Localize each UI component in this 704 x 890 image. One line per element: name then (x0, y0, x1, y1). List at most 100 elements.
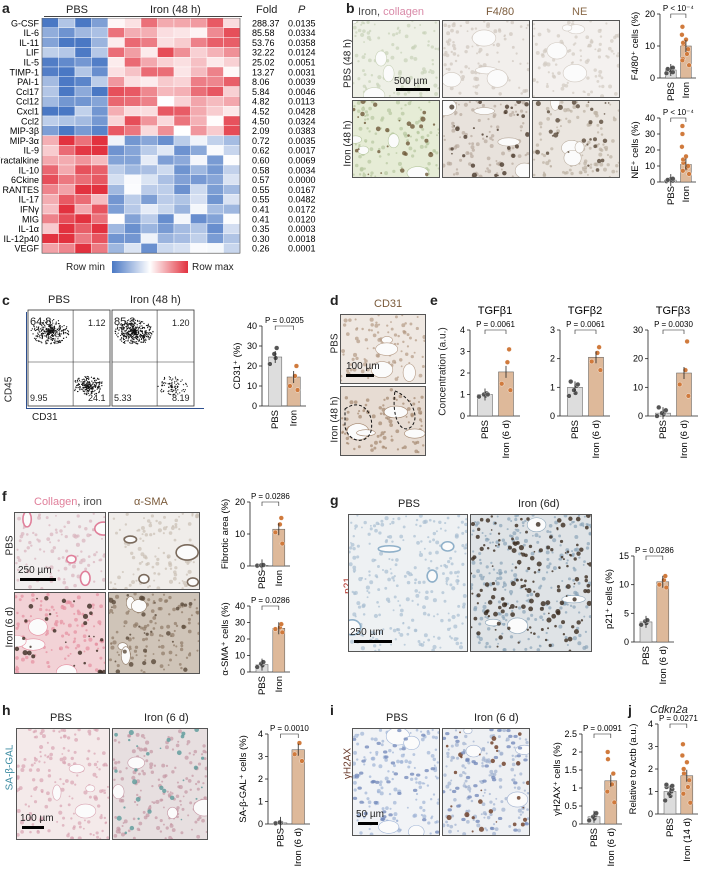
significance-bracket (670, 13, 687, 18)
data-point (679, 752, 685, 759)
heatmap-row-label: IFNγ (20, 205, 39, 215)
i-scalebar (358, 822, 378, 825)
data-point (294, 387, 301, 393)
data-point (571, 387, 577, 393)
d-micro-iron (340, 386, 426, 456)
h-micro-pbs (16, 728, 110, 840)
y-tick-label: 1 (648, 787, 653, 797)
c-pbs-q2: 1.12 (88, 318, 106, 328)
x-tick-label: Iron (6 d) (591, 420, 602, 459)
data-point (287, 383, 293, 389)
heatmap-p-value: 0.0358 (288, 38, 316, 48)
d-scalebar (346, 374, 374, 377)
data-point (279, 540, 285, 547)
p-value-label: P < 10⁻⁴ (663, 4, 694, 13)
y-tick-label: 4 (460, 325, 465, 335)
p-value-label: P = 0.0010 (270, 724, 309, 733)
b-col-collagen: collagen (383, 6, 425, 18)
data-point (686, 62, 692, 68)
b-micro-iron-f480 (442, 100, 530, 178)
x-tick-label: PBS (276, 828, 287, 847)
data-point (299, 758, 305, 764)
y-tick-label: 30 (247, 341, 257, 351)
c-title-iron: Iron (48 h) (130, 294, 181, 306)
c-pbs-q3: 9.95 (30, 393, 48, 403)
data-point (506, 346, 512, 352)
chart-title: TGFβ1 (478, 305, 512, 317)
data-point (679, 131, 686, 137)
y-tick-label: 2.5 (564, 729, 577, 739)
bar-Iron (6 d) (656, 581, 670, 643)
data-point (609, 781, 615, 788)
chart-h: 0 1 2 3 4 PBS Iron (6 d) P = 0.0010 SA-β-GAL⁺ ce… (238, 724, 310, 867)
p-value-label: P = 0.0091 (583, 724, 622, 733)
heatmap-group-iron: Iron (48 h) (150, 4, 201, 16)
significance-bracket (670, 117, 687, 122)
panel-letter-a: a (2, 0, 10, 16)
heatmap-p-value: 0.0172 (288, 205, 316, 215)
y-tick-label: 0 (650, 177, 655, 187)
d-micro-pbs (340, 314, 426, 384)
g-col-pbs: PBS (398, 498, 421, 510)
y-tick-label: 2 (648, 764, 653, 774)
x-tick-label: Iron (6 d) (679, 420, 690, 459)
heatmap-row-label: MIG (22, 214, 39, 224)
heatmap-row-label: IL-5 (23, 58, 39, 68)
heatmap-row-label: IL-6 (23, 28, 39, 38)
y-tick-label: 20 (235, 497, 245, 507)
heatmap-fold-value: 13.27 (252, 67, 275, 77)
y-tick-label: 1 (258, 797, 263, 807)
heatmap-p-value: 0.0324 (288, 116, 316, 126)
y-tick-label: 0 (638, 411, 643, 421)
bar-Iron (6 d) (498, 371, 514, 417)
heatmap-p-value: 0.0000 (288, 175, 316, 185)
chart-j: 0 1 2 3 4 PBS Iron (14 d) P = 0.0271 Relative to… (628, 714, 698, 862)
heatmap-p-value: 0.0003 (288, 224, 316, 234)
heatmap-row-label: IL-12p40 (3, 234, 39, 244)
heatmap-frame (41, 18, 241, 254)
p-value-label: P = 0.0286 (635, 546, 674, 555)
data-point (596, 344, 602, 350)
heatmap-fold-value: 32.22 (252, 48, 275, 58)
y-tick-label: 40 (645, 113, 655, 123)
f-micro-iron-sma (108, 592, 200, 674)
x-tick-label: PBS (666, 82, 677, 101)
panel-letter-c: c (2, 292, 10, 308)
data-point (293, 363, 300, 369)
chart-g: 0 5 10 15 PBS Iron (6 d) P = 0.0286 p21⁺ cells … (604, 546, 674, 685)
heatmap-fold-value: 85.58 (252, 28, 275, 38)
data-point (485, 391, 491, 398)
heatmap-row-label: RANTES (2, 185, 39, 195)
heatmap-row-label: Ccl12 (16, 97, 39, 107)
panel-letter-i: i (330, 702, 334, 718)
chart-c: 0 10 20 30 40 PBS Iron P = 0.0205 CD31⁺ (%) (232, 316, 306, 429)
y-tick-label: 10 (235, 529, 245, 539)
p-value-label: P = 0.0030 (654, 320, 693, 329)
heatmap-fold-value: 53.76 (252, 38, 275, 48)
heatmap-row-label: IL-17 (18, 195, 39, 205)
y-axis-label: p21⁺ cells (%) (604, 569, 615, 629)
heatmap-row-label: IL-11 (19, 38, 39, 48)
y-tick-label: 1 (550, 382, 555, 392)
x-tick-label: Iron (6 d) (658, 646, 669, 685)
y-axis-label: F4/80⁺ cells (%) (630, 12, 641, 80)
data-point (680, 791, 686, 797)
data-point (662, 573, 668, 579)
y-tick-label: 0 (550, 411, 555, 421)
chart-title: TGFβ2 (568, 305, 602, 317)
data-point (292, 373, 298, 379)
heatmap-p-value: 0.0334 (288, 28, 316, 38)
data-point (499, 381, 505, 387)
heatmap-row-label: IL-9 (23, 146, 39, 156)
j-title: Cdkn2a (650, 704, 688, 716)
panel-letter-d: d (330, 292, 339, 308)
heatmap-row-label: G-CSF (11, 18, 40, 28)
x-tick-label: Iron (274, 676, 285, 692)
significance-bracket (484, 329, 507, 334)
heatmap-p-value: 0.0001 (288, 244, 316, 254)
heatmap-fold-value: 0.57 (252, 175, 270, 185)
x-tick-label: Iron (14 d) (682, 818, 693, 862)
g-col-iron: Iron (6d) (518, 498, 560, 510)
data-point (679, 24, 686, 30)
p-value-label: P = 0.0271 (659, 714, 698, 723)
